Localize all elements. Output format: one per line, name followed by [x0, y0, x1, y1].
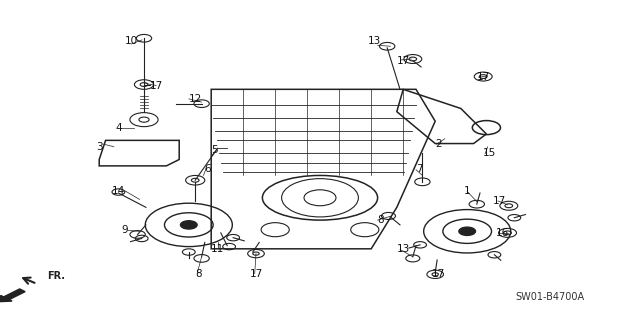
- Text: 5: 5: [211, 145, 218, 155]
- Text: 9: 9: [122, 225, 128, 235]
- Text: 13: 13: [368, 36, 381, 47]
- Text: 3: 3: [96, 142, 102, 152]
- Text: 17: 17: [150, 81, 163, 91]
- Text: 12: 12: [189, 94, 202, 104]
- Circle shape: [459, 227, 476, 235]
- Text: 17: 17: [250, 269, 262, 279]
- Text: 11: 11: [211, 244, 224, 254]
- Text: 8: 8: [378, 215, 384, 225]
- Text: 17: 17: [397, 56, 410, 66]
- Text: 7: 7: [416, 164, 422, 174]
- Text: 8: 8: [195, 269, 202, 279]
- Text: 14: 14: [112, 186, 125, 197]
- Text: 17: 17: [477, 71, 490, 82]
- Text: FR.: FR.: [47, 271, 65, 281]
- Text: 17: 17: [493, 196, 506, 206]
- Text: 10: 10: [125, 36, 138, 47]
- Text: 4: 4: [115, 122, 122, 133]
- Text: 6: 6: [205, 164, 211, 174]
- FancyArrow shape: [0, 289, 25, 302]
- Text: 15: 15: [483, 148, 496, 158]
- Text: 1: 1: [464, 186, 470, 197]
- Text: 2: 2: [435, 138, 442, 149]
- Circle shape: [180, 221, 197, 229]
- Text: 16: 16: [496, 228, 509, 238]
- Text: SW01-B4700A: SW01-B4700A: [516, 292, 585, 302]
- Text: 13: 13: [397, 244, 410, 254]
- Text: 17: 17: [432, 269, 445, 279]
